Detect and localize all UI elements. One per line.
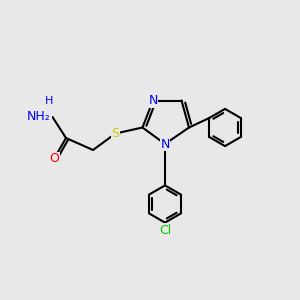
Text: H: H [45, 95, 54, 106]
Text: Cl: Cl [159, 224, 171, 237]
Text: S: S [112, 127, 119, 140]
Text: N: N [160, 137, 170, 151]
Text: NH₂: NH₂ [27, 110, 51, 124]
Text: O: O [49, 152, 59, 166]
Text: N: N [148, 94, 158, 107]
